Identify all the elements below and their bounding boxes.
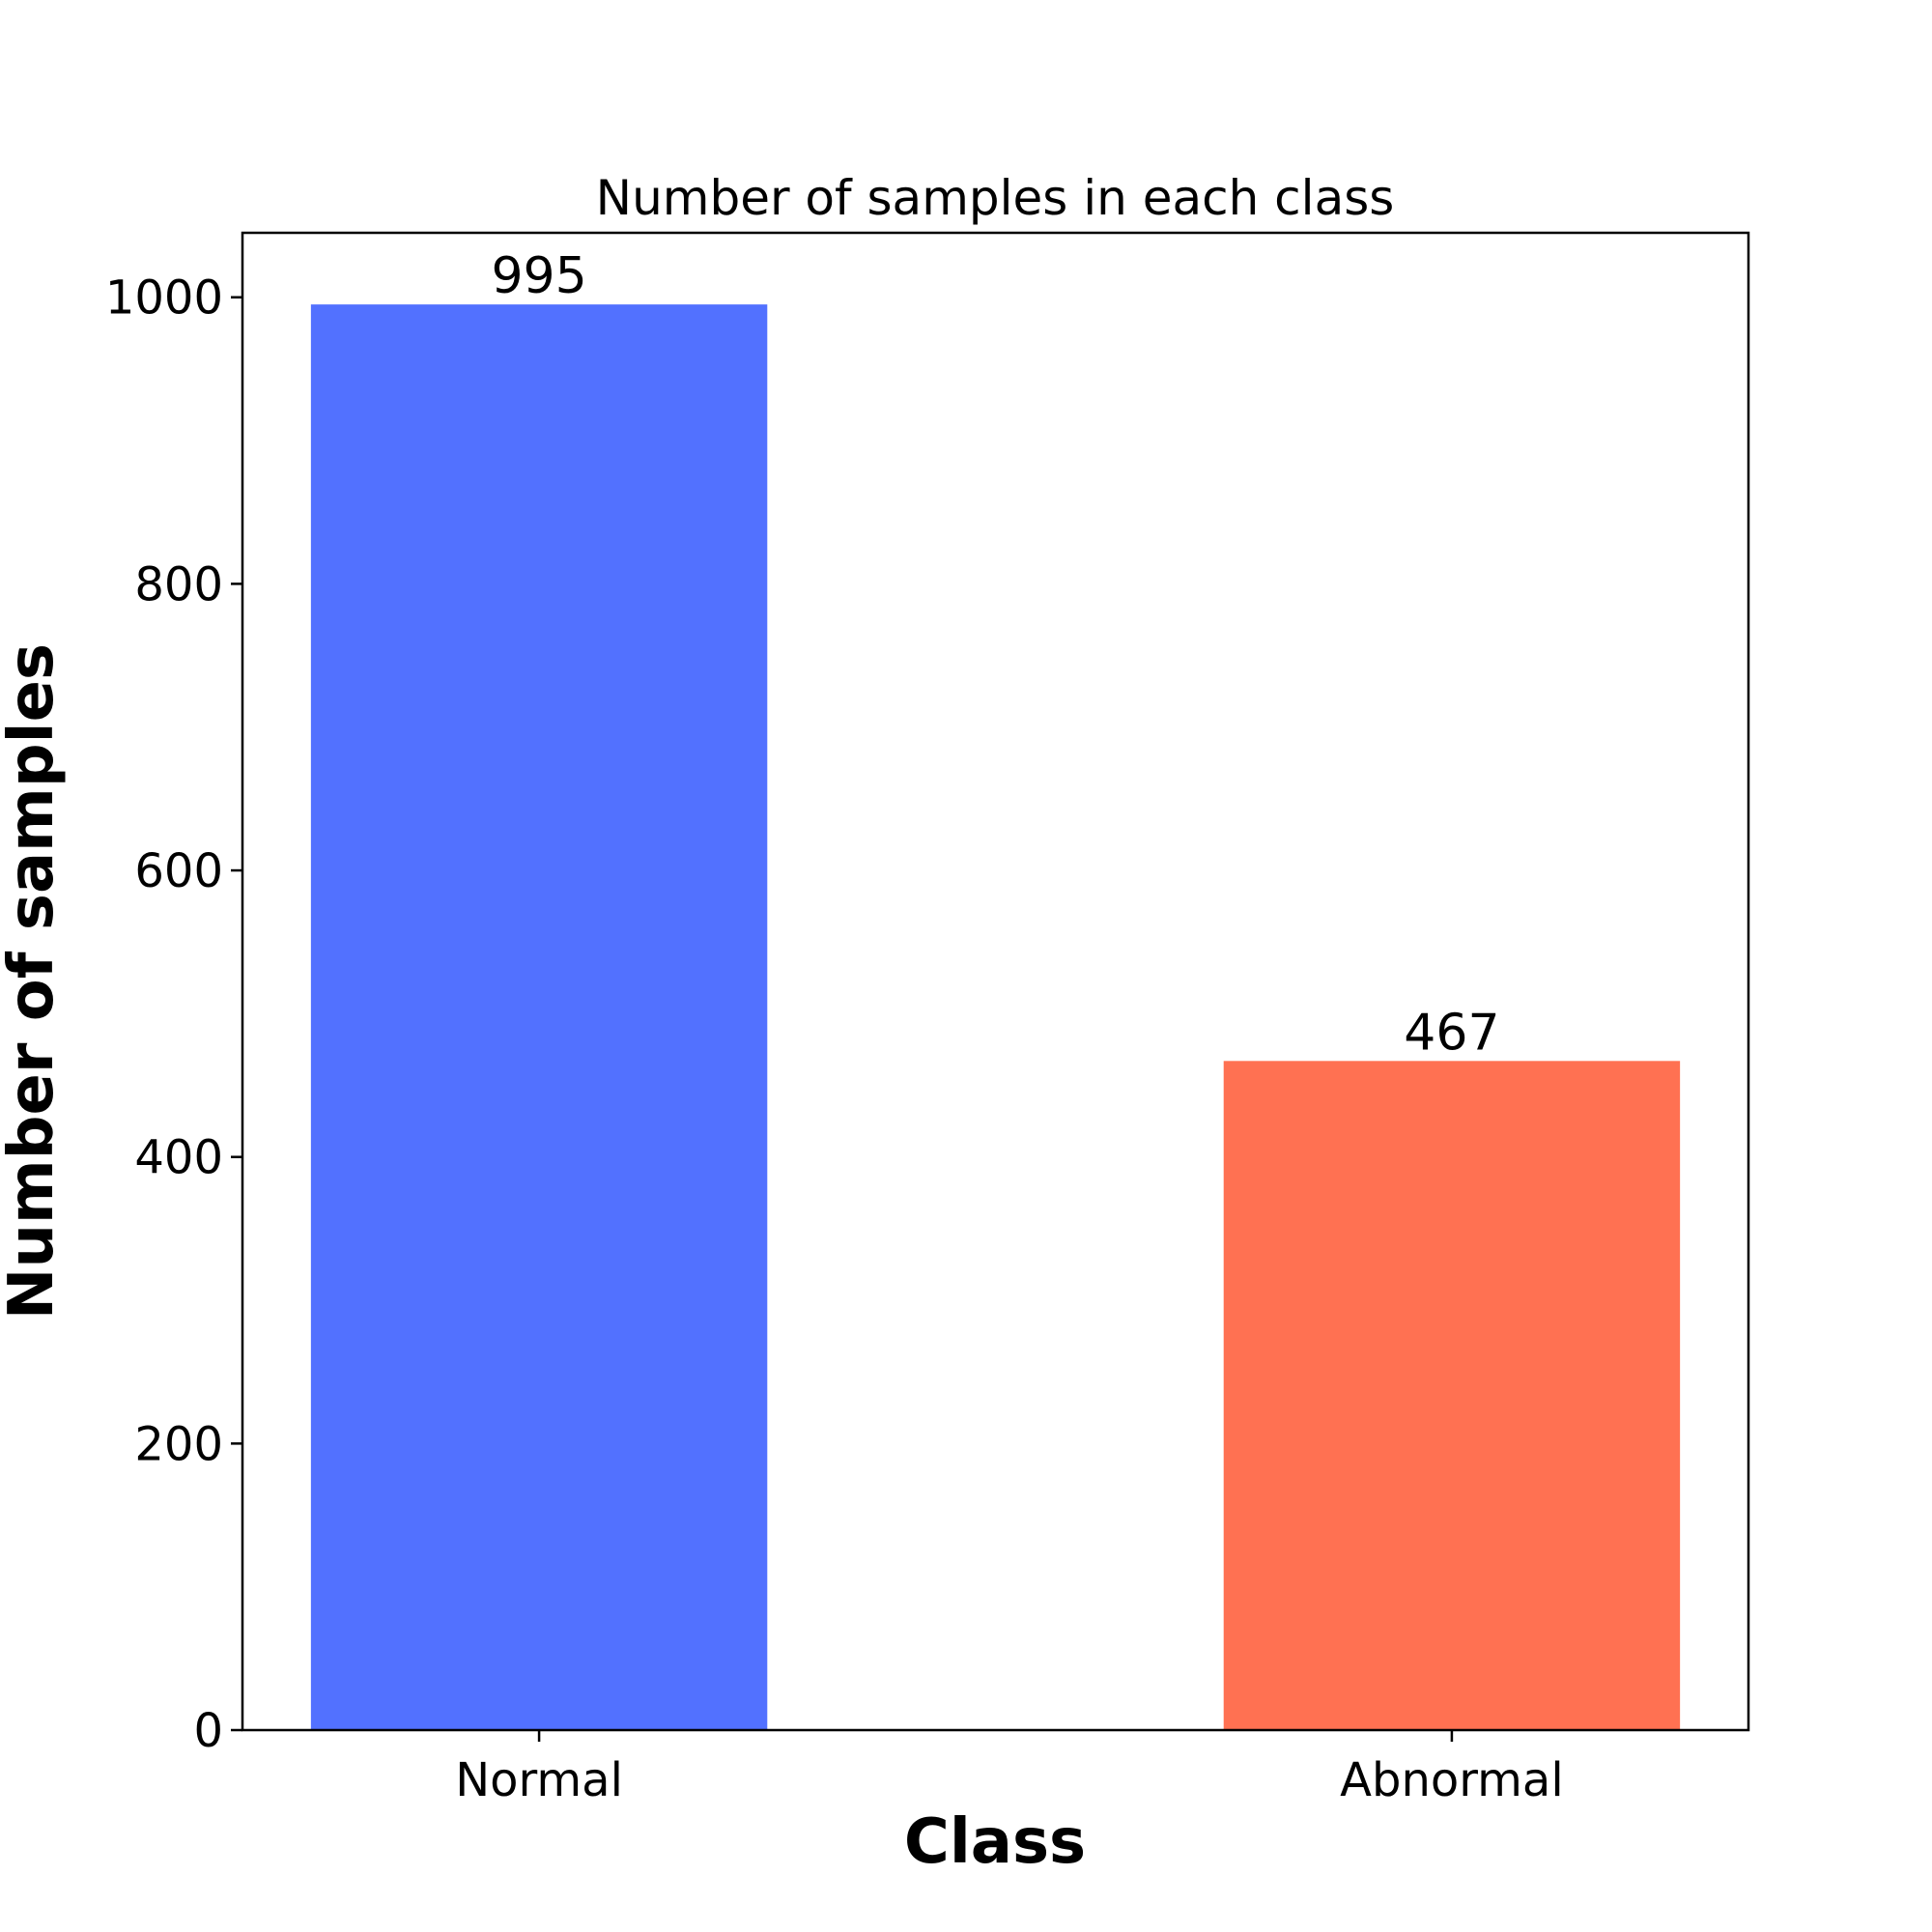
y-tick-label-400: 400 — [134, 1131, 223, 1185]
plot-frame — [241, 231, 1750, 1732]
bars-layer — [310, 304, 1681, 1730]
y-tick-label-200: 200 — [134, 1417, 223, 1471]
chart-title: Number of samples in each class — [596, 170, 1395, 226]
x-axis-label: Class — [904, 1806, 1086, 1878]
y-tick-label-1000: 1000 — [105, 271, 223, 326]
data-label-normal: 995 — [491, 247, 586, 305]
data-label-abnormal: 467 — [1404, 1004, 1499, 1062]
data-labels-layer: 995 467 — [491, 247, 1499, 1062]
x-axis: Normal Abnormal — [455, 1730, 1564, 1807]
y-tick-label-800: 800 — [134, 557, 223, 611]
y-tick-label-600: 600 — [134, 844, 223, 898]
x-tick-label-normal: Normal — [455, 1753, 623, 1807]
y-axis-label: Number of samples — [0, 643, 68, 1320]
bar-normal — [310, 304, 768, 1730]
y-tick-label-0: 0 — [193, 1704, 223, 1758]
y-axis: 0 200 400 600 800 1000 — [105, 271, 242, 1758]
bar-abnormal — [1223, 1061, 1681, 1730]
x-tick-label-abnormal: Abnormal — [1340, 1753, 1564, 1807]
